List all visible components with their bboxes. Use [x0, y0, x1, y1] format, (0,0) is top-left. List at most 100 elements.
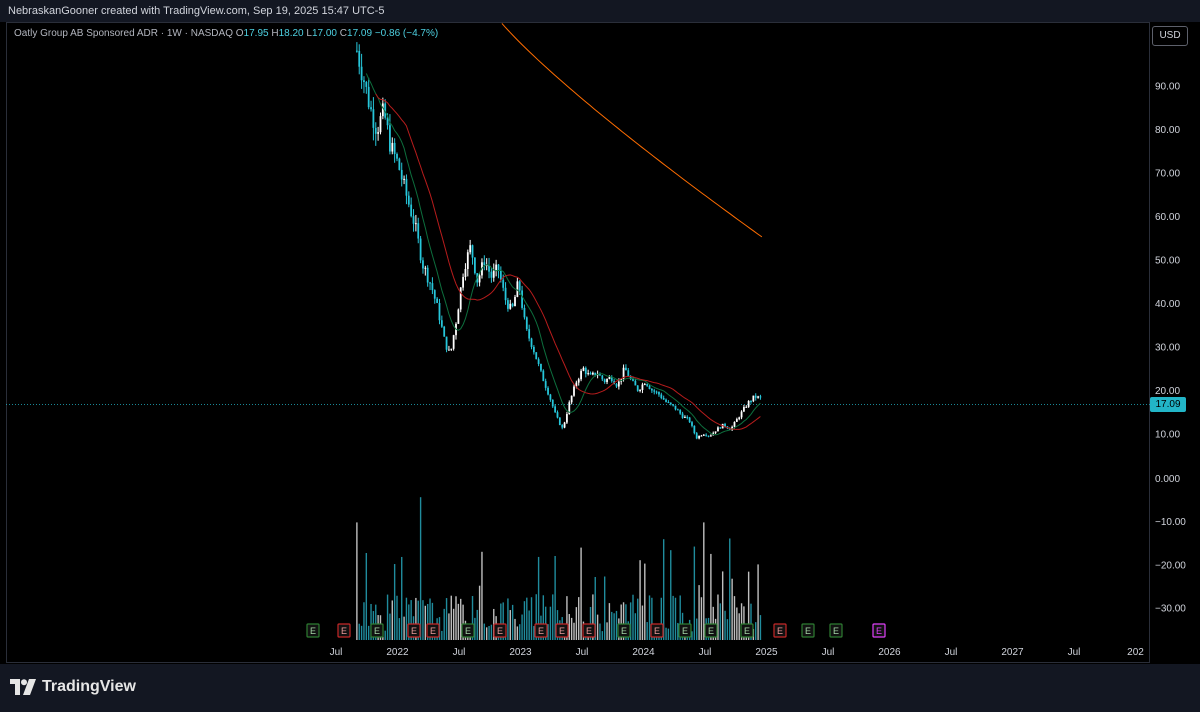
candle-body [566, 413, 568, 423]
volume-bar [375, 604, 377, 640]
price-chart[interactable]: 90.00 80.00 70.00 60.00 50.00 40.00 30.00 20.00… [0, 0, 1200, 664]
candle-body [537, 359, 540, 364]
candle-body [738, 417, 741, 420]
volume-bar [743, 606, 745, 640]
time-axis-tick: 2027 [1001, 647, 1024, 658]
candle-body [636, 385, 639, 391]
earnings-marker: E [493, 623, 507, 638]
earnings-box [555, 623, 569, 638]
volume-bar [750, 603, 752, 640]
volume-bar [422, 600, 424, 640]
time-axis-tick: 2022 [386, 647, 409, 658]
candle-body [393, 142, 396, 154]
candle-body [717, 427, 719, 432]
volume-bar [740, 603, 743, 640]
legend-close: 17.09 [347, 28, 373, 39]
volume-bar [533, 626, 535, 640]
candle-body [535, 352, 538, 360]
earnings-marker: E [461, 623, 475, 638]
volume-bar [507, 598, 509, 640]
earnings-box [337, 623, 351, 638]
earnings-box [829, 623, 843, 638]
earnings-label: E [497, 626, 503, 636]
tradingview-logo[interactable]: TradingView [10, 678, 136, 696]
volume-bar [733, 596, 736, 640]
volume-bar [490, 624, 493, 640]
volume-bar [554, 556, 556, 640]
candle-body [403, 178, 405, 180]
volume-bar [471, 596, 474, 640]
volume-bar [500, 603, 502, 640]
volume-bar [755, 622, 757, 640]
earnings-box [773, 623, 787, 638]
price-axis-tick: 20.00 [1155, 386, 1180, 397]
candle-body [747, 401, 750, 407]
legend-low: 17.00 [311, 28, 337, 39]
candle-body [511, 303, 514, 307]
earnings-box [426, 623, 440, 638]
volume-bar [511, 604, 514, 640]
volume-bar [426, 603, 429, 640]
candle-body [580, 370, 582, 380]
volume-axis-tick: −20.00 [1155, 560, 1186, 571]
legend-high-label: H [271, 28, 279, 39]
earnings-marker: E [773, 623, 787, 638]
earnings-marker: E [426, 623, 440, 638]
volume-bar [530, 597, 533, 640]
top-bar [0, 0, 1200, 22]
candle-body [563, 422, 566, 428]
candle-body [464, 269, 467, 278]
candle-body [367, 86, 370, 108]
volume-series [356, 497, 762, 640]
earnings-label: E [538, 626, 544, 636]
earnings-marker: E [650, 623, 664, 638]
candle-body [700, 435, 703, 437]
candle-body [438, 302, 441, 321]
candle-body [372, 109, 375, 128]
volume-bar [696, 618, 698, 640]
candle-body [639, 389, 641, 391]
volume-bar [710, 553, 712, 640]
candle-body [528, 329, 531, 339]
earnings-box [493, 623, 507, 638]
volume-bar [398, 618, 401, 640]
candle-body [568, 402, 571, 414]
volume-bar [670, 550, 672, 640]
volume-bar [672, 595, 674, 640]
candle-body [599, 374, 601, 376]
volume-bar [578, 597, 580, 640]
candle-body [424, 267, 427, 269]
chart-pane[interactable] [6, 22, 1150, 663]
volume-bar [665, 627, 667, 640]
candle-body [450, 348, 453, 350]
candle-body [556, 412, 559, 418]
volume-bar [736, 607, 738, 640]
candle-body [606, 378, 608, 383]
volume-bar [393, 564, 396, 640]
time-axis-tick: Jul [945, 647, 958, 658]
candle-body [577, 379, 580, 383]
candle-body [622, 367, 625, 379]
candle-body [615, 384, 618, 387]
candle-body [608, 376, 611, 379]
currency-button[interactable]: USD [1152, 26, 1188, 46]
volume-bar [431, 602, 434, 640]
candle-body [525, 317, 528, 330]
candle-body [443, 326, 446, 337]
volume-bar [537, 556, 540, 640]
candle-body [672, 404, 675, 406]
price-axis-tick: 10.00 [1155, 430, 1180, 441]
time-axis-tick: 2025 [755, 647, 778, 658]
earnings-marker: E [370, 623, 384, 638]
volume-bar [717, 594, 719, 640]
volume-bar [646, 622, 648, 640]
candle-body [509, 303, 512, 309]
candle-body [601, 375, 604, 380]
candle-body [459, 287, 462, 310]
candle-body [488, 265, 490, 272]
volume-axis-tick: −10.00 [1155, 517, 1186, 528]
volume-bar [528, 610, 530, 640]
candle-body [584, 367, 587, 374]
volume-bar [660, 597, 663, 640]
volume-bar [698, 585, 700, 640]
